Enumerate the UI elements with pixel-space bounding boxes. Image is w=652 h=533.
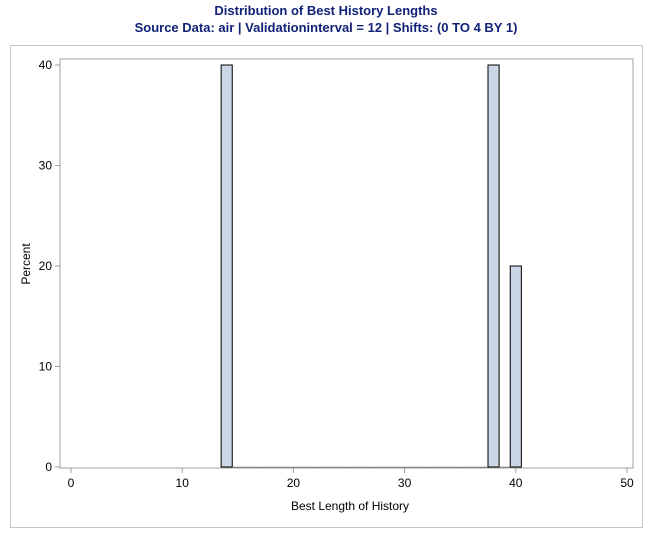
x-tick-label: 0 bbox=[68, 476, 75, 490]
histogram-bar bbox=[265, 466, 277, 468]
histogram-bar bbox=[309, 466, 322, 468]
y-axis-label: Percent bbox=[19, 243, 33, 285]
histogram-bar bbox=[276, 466, 289, 468]
x-tick-label: 30 bbox=[398, 476, 412, 490]
y-tick-label: 0 bbox=[45, 460, 52, 474]
chart-border bbox=[10, 45, 643, 528]
plot-area bbox=[59, 58, 634, 469]
histogram-bar bbox=[465, 466, 478, 468]
histogram-bar bbox=[398, 466, 411, 468]
histogram-bar bbox=[454, 466, 467, 468]
histogram-bar bbox=[254, 466, 266, 468]
histogram-bar bbox=[298, 466, 311, 468]
x-axis-label: Best Length of History bbox=[291, 499, 409, 513]
histogram-bar bbox=[421, 466, 433, 468]
y-tick-label: 40 bbox=[39, 58, 53, 72]
y-tick-label: 20 bbox=[39, 259, 53, 273]
y-tick-label: 30 bbox=[39, 159, 53, 173]
histogram-bar bbox=[387, 466, 400, 468]
y-tick-label: 10 bbox=[39, 360, 53, 374]
histogram-bar bbox=[320, 466, 333, 468]
histogram-bar bbox=[343, 466, 355, 468]
histogram-bar bbox=[243, 466, 255, 468]
histogram-bar bbox=[287, 466, 300, 468]
histogram-bar bbox=[354, 466, 366, 468]
histogram-bar bbox=[376, 466, 389, 468]
histogram-bar bbox=[498, 466, 511, 468]
x-tick-label: 10 bbox=[176, 476, 190, 490]
x-tick-label: 50 bbox=[620, 476, 634, 490]
x-tick-label: 20 bbox=[287, 476, 301, 490]
chart-title: Distribution of Best History Lengths bbox=[214, 3, 438, 18]
histogram-bar bbox=[509, 265, 522, 468]
histogram-bar bbox=[432, 466, 444, 468]
histogram-bar bbox=[409, 466, 422, 468]
chart-subtitle: Source Data: air | Validationinterval = … bbox=[134, 20, 518, 35]
histogram-bar bbox=[487, 64, 500, 468]
histogram-bar bbox=[476, 466, 489, 468]
histogram-bar bbox=[443, 466, 455, 468]
histogram-bar bbox=[365, 466, 378, 468]
x-tick-label: 40 bbox=[509, 476, 523, 490]
histogram-bar bbox=[220, 64, 233, 468]
histogram-bar bbox=[231, 466, 244, 468]
histogram-bar bbox=[332, 466, 344, 468]
